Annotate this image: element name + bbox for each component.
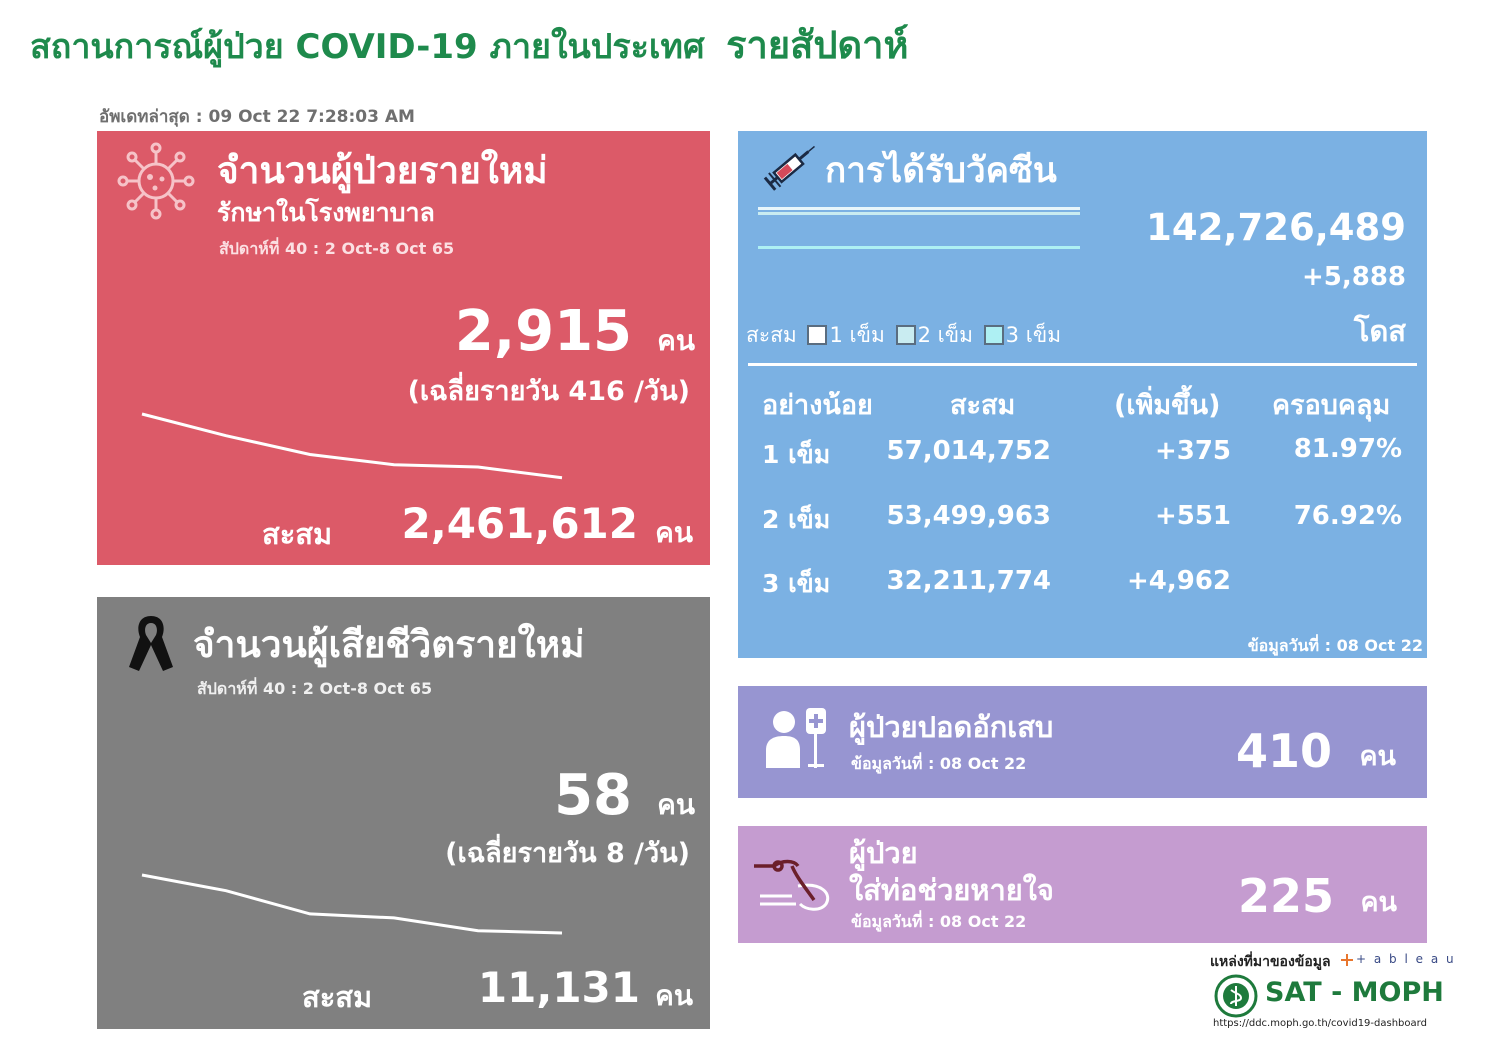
legend-swatch-dose-2 — [895, 325, 916, 345]
legend-item-dose-1: 1 เข็ม — [829, 323, 885, 347]
column-header-increase: (เพิ่มขึ้น) — [1114, 390, 1221, 421]
new-cases-title: จำนวนผู้ป่วยรายใหม่ — [217, 149, 548, 192]
moph-seal-icon — [1214, 974, 1258, 1018]
vaccine-total: 142,726,489 — [1146, 206, 1406, 249]
page-title: สถานการณ์ผู้ป่วย COVID-19 ภายในประเทศ รา… — [30, 14, 909, 74]
deaths-cumulative-label: สะสม — [302, 980, 373, 1014]
syringe-icon — [763, 145, 815, 191]
new-cases-value: 2,915 — [454, 299, 632, 364]
new-cases-unit: คน — [657, 324, 695, 357]
pneumonia-data-date: ข้อมูลวันที่ : 08 Oct 22 — [851, 754, 1027, 773]
vaccine-panel: การได้รับวัคซีน 142,726,489 +5,888 โดส ส… — [738, 131, 1427, 658]
trend-polyline — [141, 873, 563, 935]
pneumonia-unit: คน — [1359, 741, 1396, 772]
pneumonia-panel: ผู้ป่วยปอดอักเสบ ข้อมูลวันที่ : 08 Oct 2… — [738, 686, 1427, 798]
vaccine-data-date: ข้อมูลวันที่ : 08 Oct 22 — [1247, 636, 1423, 655]
new-cases-panel: จำนวนผู้ป่วยรายใหม่ รักษาในโรงพยาบาล สัป… — [97, 131, 710, 565]
legend-item-dose-2: 2 เข็ม — [917, 323, 973, 347]
legend-bar-dose-3 — [758, 246, 1080, 249]
pneumonia-value: 410 — [1235, 724, 1332, 778]
column-header-dose: อย่างน้อย — [762, 390, 873, 421]
patient-iv-icon — [766, 708, 826, 768]
source-label: แหล่งที่มาของข้อมูล — [1210, 954, 1331, 970]
new-cases-subtitle: รักษาในโรงพยาบาล — [217, 198, 435, 227]
deaths-value: 58 — [554, 763, 632, 828]
trend-polyline — [141, 412, 563, 480]
vaccine-unit: โดส — [1353, 314, 1406, 348]
deaths-cumulative: 11,131 — [477, 963, 640, 1012]
ventilator-panel: ผู้ป่วย ใส่ท่อช่วยหายใจ ข้อมูลวันที่ : 0… — [738, 826, 1427, 943]
dose-cumulative: 32,211,774 — [886, 566, 1051, 596]
ventilator-value: 225 — [1237, 869, 1334, 923]
dose-increase: +4,962 — [1126, 566, 1231, 596]
legend-swatch-dose-1 — [807, 325, 828, 345]
org-name: SAT - MOPH — [1265, 977, 1444, 1008]
new-cases-cumulative-unit: คน — [655, 516, 693, 549]
new-cases-average: (เฉลี่ยรายวัน 416 /วัน) — [407, 376, 690, 407]
deaths-cumulative-unit: คน — [655, 979, 693, 1012]
page-title-weekly: รายสัปดาห์ — [726, 23, 909, 67]
dose-label: 3 เข็ม — [762, 569, 831, 598]
ventilator-data-date: ข้อมูลวันที่ : 08 Oct 22 — [851, 912, 1027, 931]
vaccine-title: การได้รับวัคซีน — [825, 151, 1057, 191]
deaths-title: จำนวนผู้เสียชีวิตรายใหม่ — [193, 623, 585, 666]
vaccine-divider — [748, 363, 1417, 366]
vaccine-legend: สะสม 1 เข็ม 2 เข็ม 3 เข็ม — [746, 319, 1061, 352]
column-header-cumulative: สะสม — [950, 390, 1016, 421]
black-ribbon-icon — [129, 616, 173, 671]
dose-coverage: 76.92% — [1293, 501, 1402, 531]
dose-cumulative: 53,499,963 — [886, 501, 1051, 531]
new-cases-week: สัปดาห์ที่ 40 : 2 Oct-8 Oct 65 — [219, 239, 455, 258]
ventilator-title-line1: ผู้ป่วย — [849, 836, 918, 870]
tableau-wordmark: + a b l e a u — [1356, 952, 1456, 966]
new-cases-cumulative: 2,461,612 — [401, 499, 638, 548]
legend-swatch-dose-3 — [983, 325, 1004, 345]
dose-coverage: 81.97% — [1293, 434, 1402, 464]
virus-icon — [117, 142, 195, 220]
dose-increase: +551 — [1154, 501, 1231, 531]
legend-item-dose-3: 3 เข็ม — [1005, 323, 1062, 347]
breathing-tube-icon — [754, 859, 830, 911]
dose-label: 1 เข็ม — [762, 440, 831, 469]
dose-label: 2 เข็ม — [762, 505, 831, 534]
legend-label: สะสม — [746, 323, 797, 347]
ventilator-unit: คน — [1360, 887, 1397, 918]
deaths-panel: จำนวนผู้เสียชีวิตรายใหม่ สัปดาห์ที่ 40 :… — [97, 597, 710, 1029]
dose-increase: +375 — [1154, 436, 1231, 466]
source-url: https://ddc.moph.go.th/covid19-dashboard — [1213, 1018, 1427, 1029]
pneumonia-title: ผู้ป่วยปอดอักเสบ — [849, 710, 1054, 744]
source-footer: แหล่งที่มาของข้อมูล + a b l e a u SAT - … — [1208, 948, 1454, 1038]
deaths-unit: คน — [657, 788, 695, 821]
tableau-logo-icon — [1341, 954, 1353, 966]
deaths-trend-line — [141, 873, 563, 935]
deaths-week: สัปดาห์ที่ 40 : 2 Oct-8 Oct 65 — [197, 679, 433, 698]
legend-bar-dose-1 — [758, 207, 1080, 210]
new-cases-trend-line — [141, 412, 563, 480]
deaths-average: (เฉลี่ยรายวัน 8 /วัน) — [445, 838, 690, 869]
dose-cumulative: 57,014,752 — [886, 436, 1051, 466]
last-updated: อัพเดทล่าสุด : 09 Oct 22 7:28:03 AM — [99, 107, 415, 127]
new-cases-cumulative-label: สะสม — [262, 517, 333, 551]
column-header-coverage: ครอบคลุม — [1272, 390, 1391, 421]
page-title-main: สถานการณ์ผู้ป่วย COVID-19 ภายในประเทศ — [30, 27, 705, 67]
vaccine-increase: +5,888 — [1301, 262, 1406, 292]
legend-bar-dose-2 — [758, 212, 1080, 215]
ventilator-title-line2: ใส่ท่อช่วยหายใจ — [849, 873, 1054, 907]
